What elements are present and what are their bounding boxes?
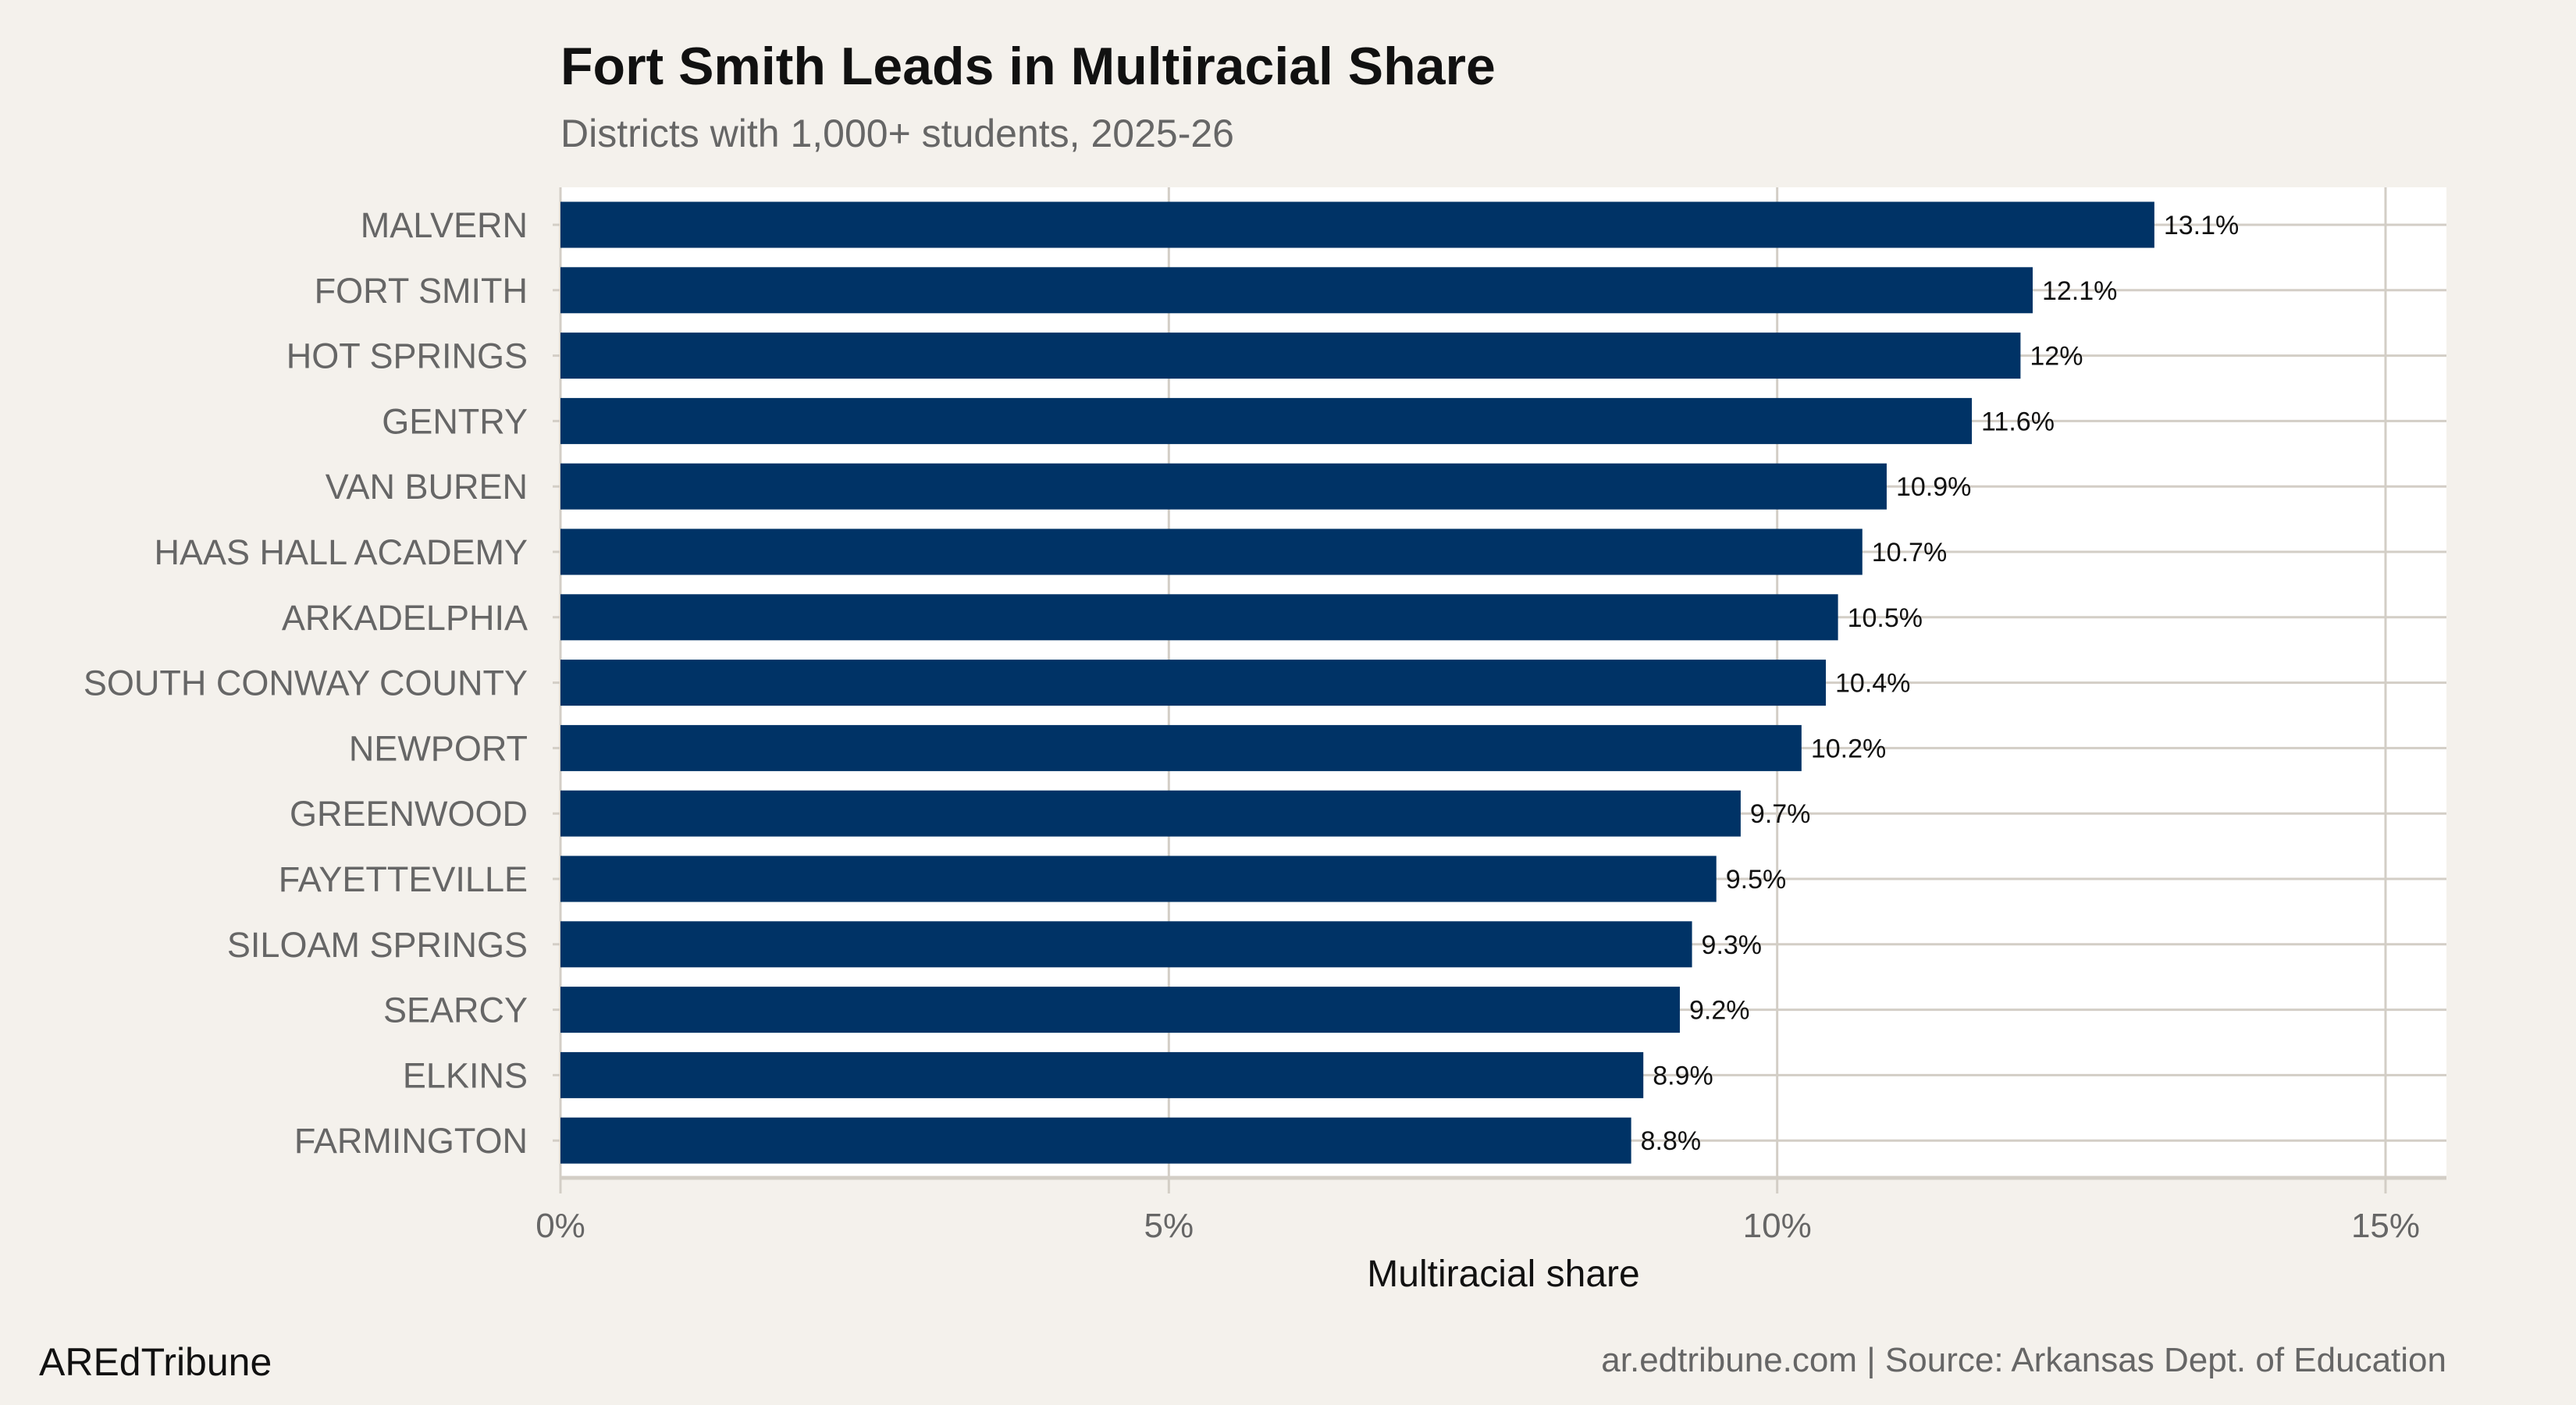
data-label: 8.9% [1653,1061,1713,1090]
data-label: 10.2% [1811,734,1886,763]
data-label: 10.7% [1872,538,1947,567]
bar [560,397,1973,444]
bar [560,724,1802,771]
x-tick-label: 15% [2351,1207,2420,1245]
category-label: FORT SMITH [315,271,528,311]
category-label: SILOAM SPRINGS [227,925,528,965]
category-label: VAN BUREN [326,467,528,507]
data-label: 10.4% [1835,669,1910,699]
category-label: ARKADELPHIA [282,598,528,638]
category-label: ELKINS [403,1055,528,1095]
category-label: GREENWOOD [290,794,528,834]
bar [560,201,2154,248]
bar [560,660,1827,706]
category-label: NEWPORT [349,728,528,768]
bar [560,921,1692,968]
x-tick-label: 5% [1144,1207,1194,1245]
x-tick-label: 10% [1743,1207,1812,1245]
data-label: 13.1% [2164,211,2239,240]
data-label: 10.5% [1848,603,1923,633]
x-tick-label: 0% [535,1207,585,1245]
category-label: SOUTH CONWAY COUNTY [84,663,528,703]
data-label: 9.3% [1702,930,1763,960]
bar [560,463,1887,510]
data-label: 8.8% [1641,1126,1702,1156]
bar [560,987,1680,1033]
data-label: 9.7% [1750,799,1811,829]
x-axis-ticks: 0% 5% 10% 15% [535,1207,2420,1245]
bar [560,1117,1631,1164]
data-label: 9.2% [1689,996,1750,1026]
category-label: FARMINGTON [294,1121,528,1161]
category-label: HAAS HALL ACADEMY [155,532,528,572]
data-label: 11.6% [1981,407,2055,436]
data-label: 10.9% [1896,472,1971,502]
category-label: GENTRY [382,401,528,441]
x-axis-title: Multiracial share [1367,1254,1639,1295]
bar [560,790,1741,837]
category-label: HOT SPRINGS [286,336,528,376]
chart-title: Fort Smith Leads in Multiracial Share [560,37,1496,96]
bar [560,333,2021,379]
source-note: ar.edtribune.com | Source: Arkansas Dept… [1601,1341,2446,1379]
data-label: 12.1% [2042,276,2117,306]
bars: MALVERN 13.1% FORT SMITH 12.1% HOT SPRINGS 12… [84,201,2239,1164]
bar [560,855,1717,902]
chart-subtitle: Districts with 1,000+ students, 2025-26 [560,112,1234,155]
category-label: SEARCY [383,991,528,1030]
brand-logo-text: AREdTribune [39,1340,272,1384]
data-label: 12% [2030,342,2083,372]
bar [560,1051,1644,1098]
bar [560,267,2033,314]
category-label: MALVERN [361,205,528,245]
bar [560,594,1838,641]
bar [560,528,1863,575]
category-label: FAYETTEVILLE [279,859,528,899]
data-label: 9.5% [1726,865,1787,895]
